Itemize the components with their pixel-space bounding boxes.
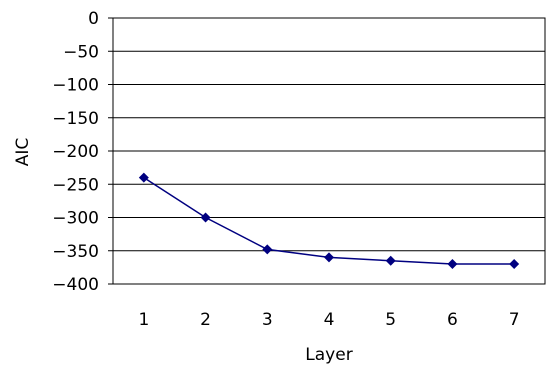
x-tick-label: 3 — [262, 310, 273, 330]
y-tick-label: −400 — [52, 275, 99, 295]
y-tick-label: 0 — [88, 9, 99, 29]
data-point-marker — [200, 212, 211, 223]
y-axis-title: AIC — [13, 138, 33, 167]
x-tick-label: 1 — [138, 310, 149, 330]
y-tick-label: −250 — [52, 175, 99, 195]
x-tick-label: 7 — [509, 310, 520, 330]
x-axis-title: Layer — [305, 345, 352, 365]
data-point-marker — [138, 172, 149, 183]
x-tick-label: 2 — [200, 310, 211, 330]
series-layer — [138, 172, 520, 270]
x-tick-label: 5 — [385, 310, 396, 330]
y-tick-labels: 0 −50 −100 −150 −200 −250 −300 −350 −400 — [52, 9, 99, 295]
data-point-marker — [447, 259, 458, 270]
data-point-marker — [509, 259, 520, 270]
x-tick-labels: 1 2 3 4 5 6 7 — [138, 310, 519, 330]
y-tick-label: −50 — [63, 42, 99, 62]
y-tick-label: −100 — [52, 76, 99, 96]
x-tick-label: 4 — [324, 310, 335, 330]
data-point-marker — [324, 252, 334, 263]
y-tick-label: −200 — [52, 142, 99, 162]
y-tick-label: −150 — [52, 109, 99, 129]
data-point-marker — [385, 255, 396, 266]
y-tick-label: −300 — [52, 209, 99, 229]
gridlines — [108, 17, 545, 285]
x-tick-label: 6 — [447, 310, 458, 330]
y-tick-label: −350 — [52, 242, 99, 262]
data-point-marker — [262, 244, 273, 255]
